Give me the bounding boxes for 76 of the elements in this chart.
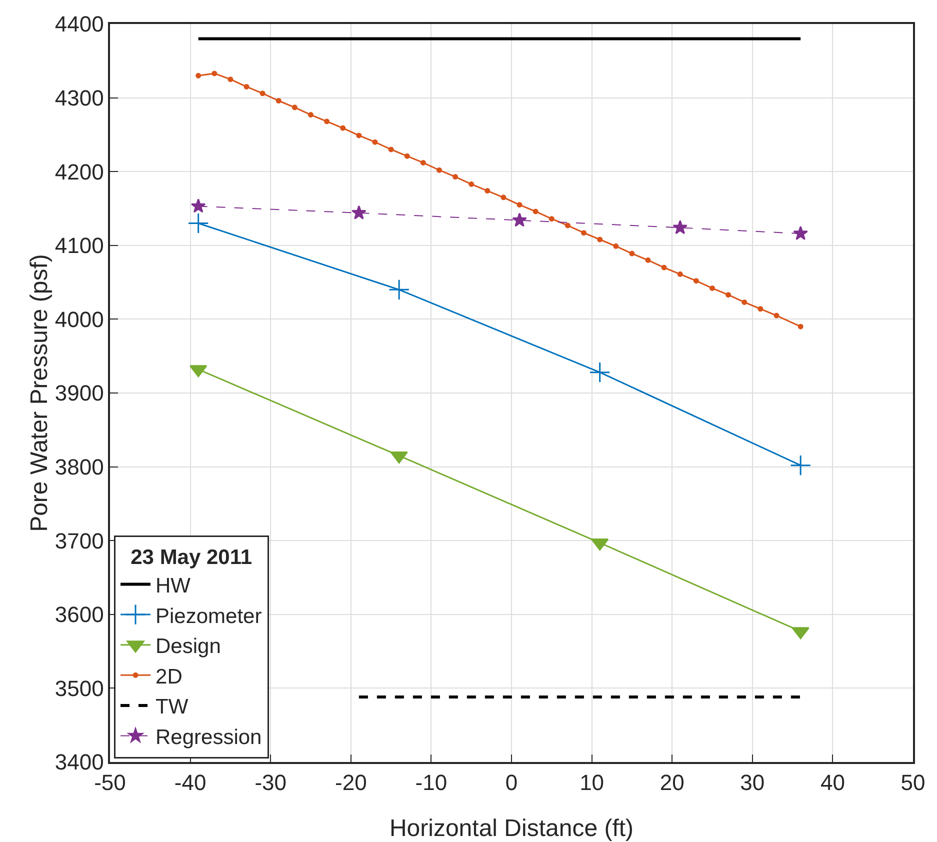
point (452, 174, 458, 180)
x-axis-title: Horizontal Distance (ft) (389, 815, 634, 842)
point (308, 112, 314, 118)
x-tick-label: 50 (900, 770, 926, 796)
y-tick-label: 3600 (54, 602, 104, 628)
point (564, 222, 570, 228)
point (645, 257, 651, 263)
point (758, 306, 764, 312)
point (468, 181, 474, 187)
y-tick-label: 3900 (54, 380, 104, 406)
x-tick-label: 0 (505, 770, 518, 796)
point (484, 188, 490, 194)
point (774, 312, 780, 318)
x-tick-label: -30 (254, 770, 286, 796)
y-tick-label: 4400 (54, 12, 104, 37)
point (372, 139, 378, 145)
point (581, 230, 587, 236)
point (388, 279, 410, 300)
y-tick-label: 4200 (54, 159, 104, 184)
point (672, 220, 688, 234)
point (292, 104, 298, 110)
point (260, 90, 266, 96)
x-tick-label: 20 (660, 770, 684, 796)
point (340, 125, 346, 131)
point (693, 278, 699, 284)
point (629, 250, 635, 256)
x-tick-label: 30 (740, 770, 765, 796)
x-tick-label: -20 (335, 770, 367, 796)
point (436, 167, 442, 173)
point (726, 292, 732, 298)
legend-label: Piezometer (156, 604, 262, 628)
legend-label: Design (156, 635, 221, 658)
point (798, 324, 804, 330)
legend-title: 23 May 2011 (130, 546, 252, 570)
point (190, 198, 206, 213)
point (244, 84, 250, 90)
y-tick-label: 4100 (54, 233, 104, 258)
point (661, 264, 667, 270)
point (677, 271, 683, 277)
point (516, 202, 522, 208)
point (388, 146, 394, 152)
point (212, 70, 218, 76)
legend-label: HW (156, 574, 191, 598)
point (742, 299, 748, 305)
x-tick-label: 10 (580, 770, 604, 796)
legend-label: 2D (156, 665, 182, 688)
x-tick-label: -10 (415, 770, 448, 796)
point (589, 362, 610, 383)
y-tick-label: 3700 (54, 528, 104, 554)
point (420, 160, 426, 166)
legend-label: TW (156, 696, 188, 719)
point (597, 236, 603, 242)
legend-label: Regression (156, 726, 262, 749)
point (196, 72, 202, 78)
y-tick-label: 4000 (54, 306, 104, 332)
x-tick-label: 40 (820, 770, 845, 796)
point (710, 285, 715, 291)
y-tick-label: 3800 (54, 454, 104, 480)
point (613, 243, 619, 249)
y-axis-title: Pore Water Pressure (psf) (26, 254, 53, 532)
point (548, 216, 554, 222)
y-tick-label: 4300 (54, 86, 104, 110)
point (352, 205, 366, 220)
point (404, 153, 410, 159)
point (500, 194, 506, 200)
point (276, 98, 282, 104)
point (228, 76, 234, 82)
point (790, 454, 812, 476)
y-tick-label: 3500 (54, 676, 104, 701)
point (356, 132, 362, 138)
point (512, 212, 527, 227)
point (324, 118, 330, 124)
point (188, 212, 209, 234)
point (793, 226, 808, 240)
point (532, 208, 538, 214)
x-tick-label: -40 (174, 770, 206, 796)
